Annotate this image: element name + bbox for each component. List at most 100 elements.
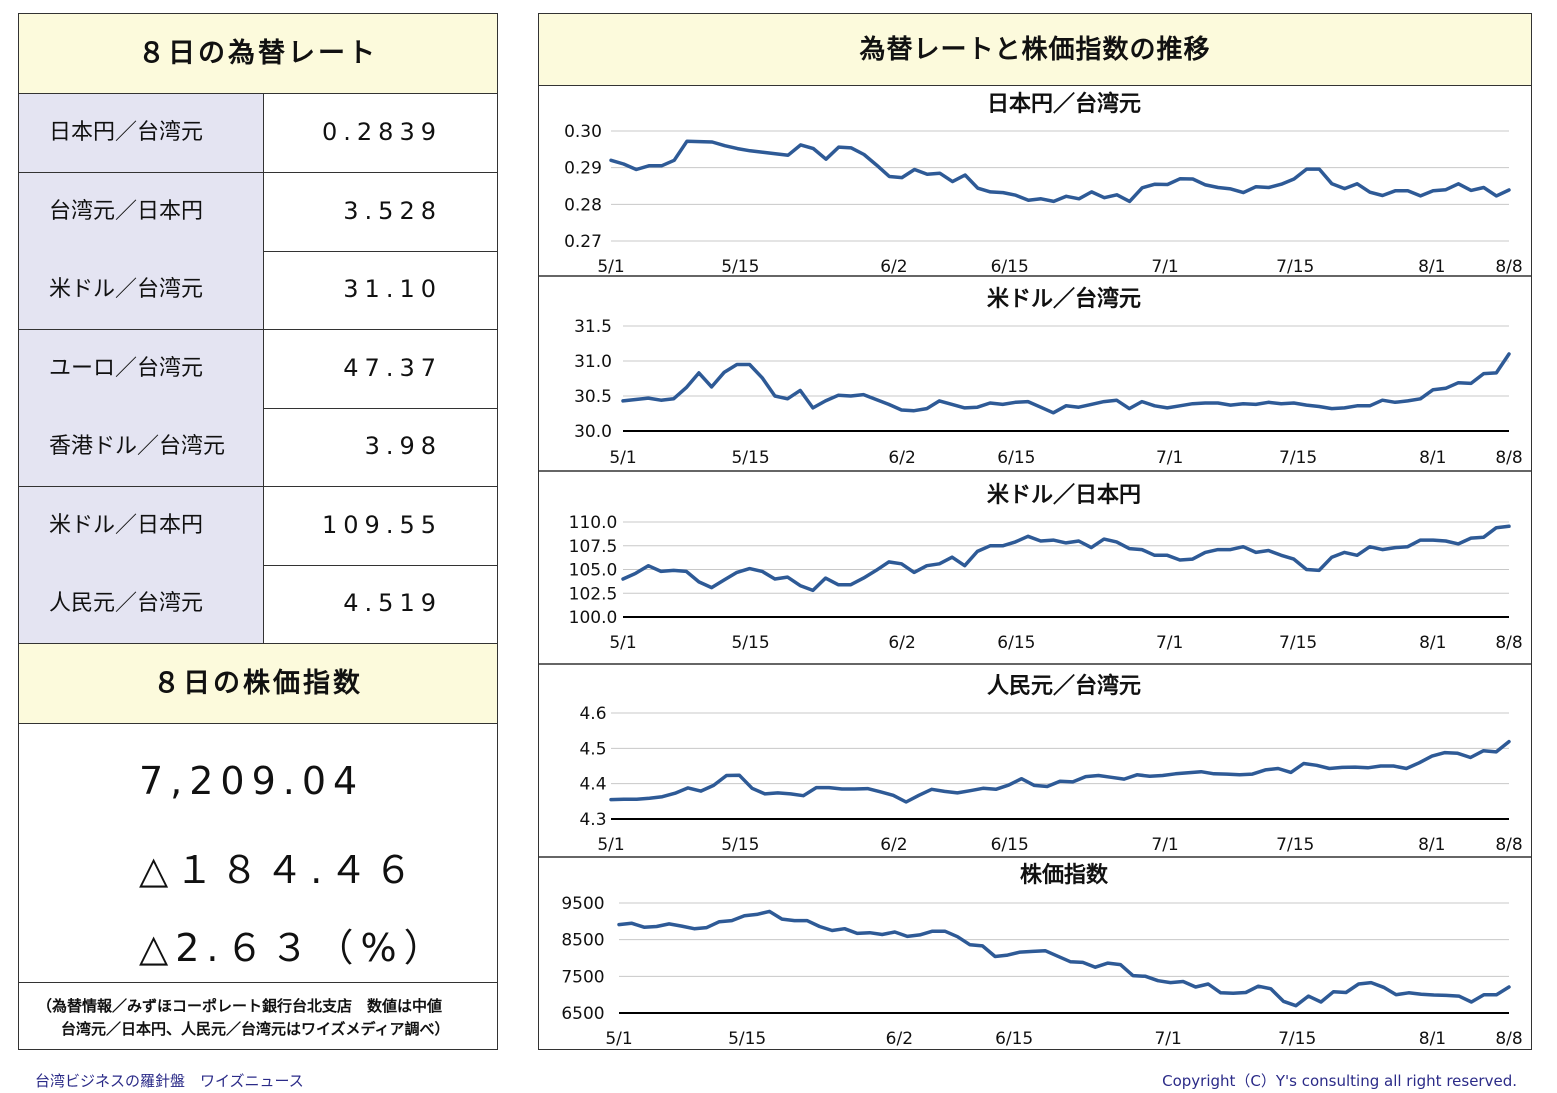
x-tick-label: 8/1: [1419, 1029, 1446, 1049]
x-tick-label: 5/1: [597, 835, 624, 855]
rate-value: 4.519: [343, 589, 442, 617]
x-tick-label: 5/15: [731, 633, 769, 653]
x-tick-label: 6/2: [886, 1029, 913, 1049]
y-tick-label: 0.28: [564, 195, 602, 215]
x-tick-label: 8/1: [1419, 448, 1446, 468]
x-tick-label: 8/8: [1495, 1029, 1522, 1049]
x-tick-label: 5/1: [609, 633, 636, 653]
y-tick-label: 31.0: [574, 352, 612, 372]
x-tick-label: 6/15: [997, 633, 1035, 653]
rate-value: 0.2839: [322, 118, 442, 146]
rate-row: 米ドル／日本円 109.55: [19, 486, 497, 566]
footer-copyright: Copyright（C）Y's consulting all right res…: [1162, 1072, 1517, 1090]
rate-row: ユーロ／台湾元 47.37: [19, 329, 497, 409]
y-tick-label: 107.5: [569, 537, 618, 557]
charts-canvas: 日本円／台湾元 0.30 0.29 0.28 0.27 5/1 5/15 6/2 6/15 7/1…: [539, 91, 1531, 1049]
chart-title: 米ドル／台湾元: [987, 286, 1141, 312]
x-tick-label: 6/2: [880, 257, 907, 277]
x-tick-label: 7/1: [1156, 633, 1183, 653]
x-tick-label: 6/15: [991, 835, 1029, 855]
x-tick-label: 7/15: [1279, 448, 1317, 468]
charts-header: 為替レートと株価指数の推移: [539, 14, 1531, 86]
x-tick-label: 7/1: [1156, 448, 1183, 468]
y-tick-label: 0.30: [564, 122, 602, 142]
series-line: [621, 524, 1511, 593]
x-tick-label: 7/15: [1278, 1029, 1316, 1049]
x-tick-label: 5/15: [721, 257, 759, 277]
rate-label: ユーロ／台湾元: [19, 329, 264, 408]
y-tick-label: 9500: [561, 894, 604, 914]
rate-row: 人民元／台湾元 4.519: [19, 565, 497, 644]
stock-header: ８日の株価指数: [19, 644, 497, 724]
x-tick-label: 7/1: [1154, 1029, 1181, 1049]
x-tick-label: 6/2: [888, 448, 915, 468]
chart-title: 米ドル／日本円: [987, 483, 1141, 508]
y-tick-label: 102.5: [569, 584, 618, 604]
rates-header: ８日の為替レート: [19, 14, 497, 94]
y-tick-label: 7500: [561, 967, 604, 987]
rate-row: 台湾元／日本円 3.528: [19, 172, 497, 252]
x-tick-label: 8/1: [1419, 633, 1446, 653]
footnote-line-2: 台湾元／日本円、人民元／台湾元はワイズメディア調べ）: [61, 1020, 450, 1038]
right-panel: 為替レートと株価指数の推移 日本円／台湾元 0.30 0.29 0.28 0.27 5/1…: [538, 13, 1532, 1050]
x-tick-label: 5/1: [597, 257, 624, 277]
series-line: [621, 352, 1511, 415]
y-tick-label: 4.5: [579, 739, 606, 759]
x-tick-label: 7/15: [1276, 835, 1314, 855]
stock-index-value: 7,209.04: [139, 759, 365, 803]
y-tick-label: 8500: [561, 931, 604, 951]
rate-row: 香港ドル／台湾元 3.98: [19, 408, 497, 487]
footnote: （為替情報／みずほコーポレート銀行台北支店 数値は中値 台湾元／日本円、人民元／…: [19, 982, 497, 1041]
left-panel: ８日の為替レート 日本円／台湾元 0.2839 台湾元／日本円 3.528 米ドル／台湾…: [18, 13, 498, 1050]
rate-label: 日本円／台湾元: [19, 94, 264, 172]
rate-label: 台湾元／日本円: [19, 172, 264, 251]
rate-value: 3.98: [364, 432, 442, 460]
x-tick-label: 6/2: [880, 835, 907, 855]
rate-label: 米ドル／台湾元: [19, 251, 264, 329]
series-line: [617, 909, 1511, 1008]
rate-row: 日本円／台湾元 0.2839: [19, 94, 497, 173]
x-tick-label: 6/2: [888, 633, 915, 653]
y-tick-label: 0.29: [564, 159, 602, 179]
y-tick-label: 110.0: [569, 513, 618, 533]
x-tick-label: 7/15: [1276, 257, 1314, 277]
x-tick-label: 8/1: [1418, 257, 1445, 277]
chart-title: 日本円／台湾元: [987, 91, 1141, 117]
y-tick-label: 4.6: [579, 704, 606, 724]
x-tick-label: 5/1: [605, 1029, 632, 1049]
x-tick-label: 7/1: [1151, 835, 1178, 855]
x-tick-label: 7/1: [1151, 257, 1178, 277]
rate-value: 47.37: [343, 353, 442, 382]
x-tick-label: 7/15: [1279, 633, 1317, 653]
x-tick-label: 5/15: [728, 1029, 766, 1049]
x-tick-label: 8/8: [1495, 448, 1522, 468]
stock-change-value: △１８４.４６: [139, 848, 420, 892]
x-tick-label: 6/15: [995, 1029, 1033, 1049]
rate-value: 3.528: [343, 196, 442, 225]
rate-label: 香港ドル／台湾元: [19, 408, 264, 486]
x-tick-label: 8/8: [1495, 257, 1522, 277]
stock-percent-value: △2.６３（%）: [139, 926, 449, 970]
x-tick-label: 6/15: [997, 448, 1035, 468]
y-tick-label: 6500: [561, 1004, 604, 1024]
y-tick-label: 30.5: [574, 387, 612, 407]
chart-title: 人民元／台湾元: [987, 673, 1141, 699]
x-tick-label: 5/15: [731, 448, 769, 468]
y-tick-label: 31.5: [574, 317, 612, 337]
y-tick-label: 4.4: [579, 775, 606, 795]
footnote-line-1: （為替情報／みずほコーポレート銀行台北支店 数値は中値: [37, 997, 443, 1015]
rate-label: 人民元／台湾元: [19, 565, 264, 643]
rate-row: 米ドル／台湾元 31.10: [19, 251, 497, 330]
x-tick-label: 6/15: [991, 257, 1029, 277]
series-line: [609, 739, 1511, 804]
x-tick-label: 8/1: [1418, 835, 1445, 855]
rate-value: 31.10: [343, 275, 442, 303]
y-tick-label: 100.0: [569, 608, 618, 628]
x-tick-label: 5/1: [609, 448, 636, 468]
x-tick-label: 8/8: [1495, 835, 1522, 855]
x-tick-label: 5/15: [721, 835, 759, 855]
y-tick-label: 105.0: [569, 561, 618, 581]
x-tick-label: 8/8: [1495, 633, 1522, 653]
y-tick-label: 30.0: [574, 422, 612, 442]
rate-label: 米ドル／日本円: [19, 486, 264, 565]
